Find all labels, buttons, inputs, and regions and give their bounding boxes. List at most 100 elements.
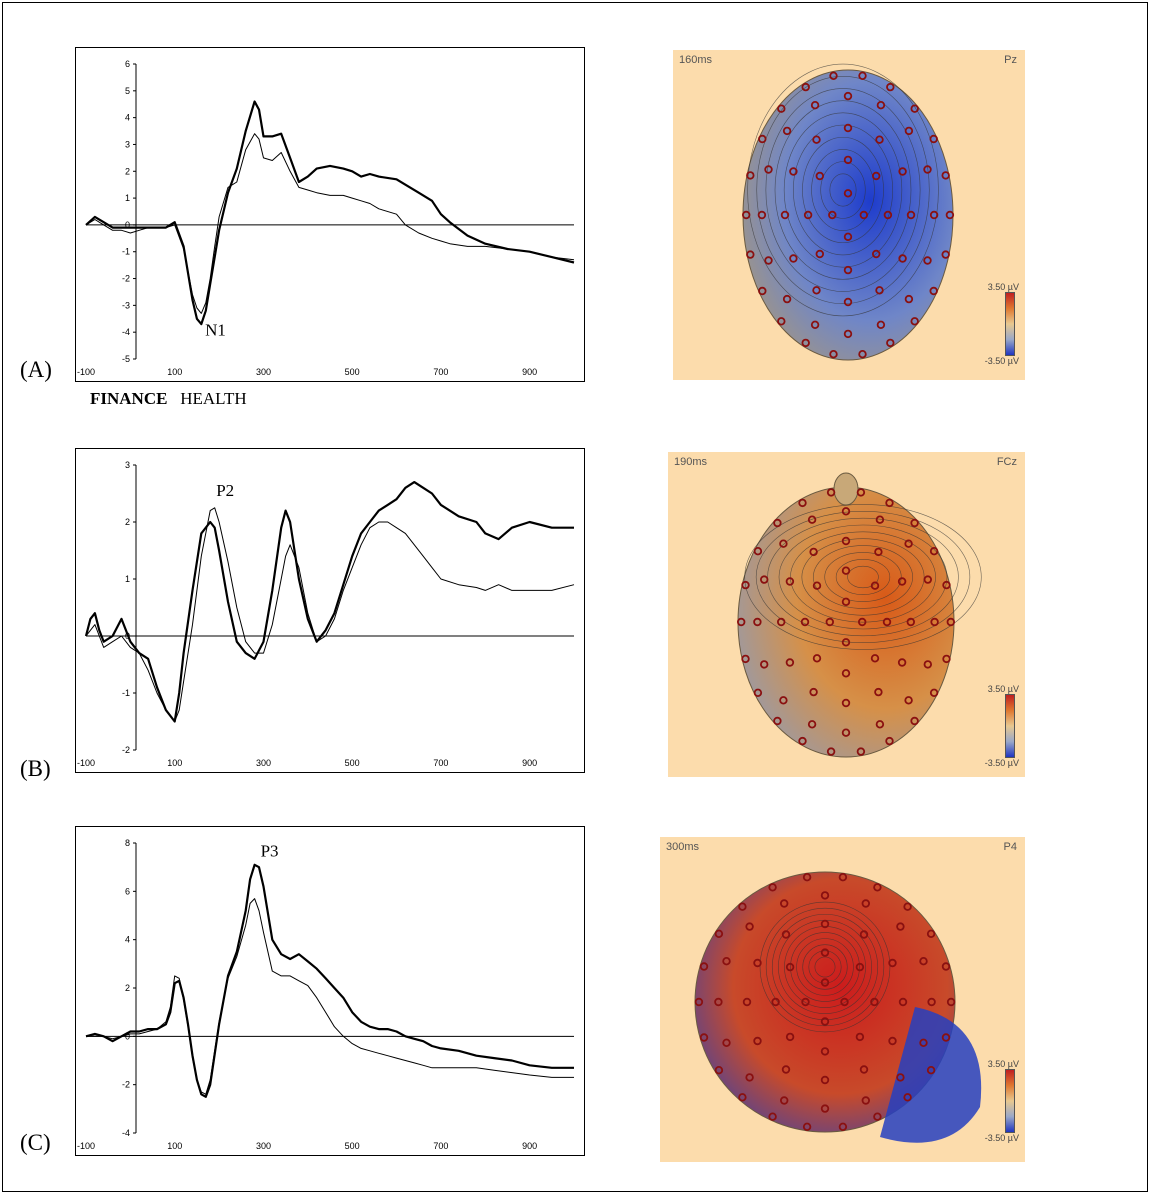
electrode-marker [929, 286, 938, 296]
electrode-marker [841, 536, 851, 546]
electrode-marker [798, 498, 807, 508]
electrode-marker [926, 1065, 936, 1075]
contour-line [765, 88, 921, 292]
erp-plot-b: -2 -1 0 1 2 3 -100 100 300 500 700 900 P2 [75, 448, 585, 773]
x-tick-label: 500 [345, 758, 360, 768]
electrode-marker [874, 687, 883, 697]
contour-line [802, 944, 848, 990]
electrode-marker [855, 1032, 865, 1042]
electrode-marker [941, 250, 950, 259]
electrode-marker [910, 518, 919, 528]
electrode-marker [859, 1065, 869, 1074]
y-tick-label: 1 [125, 574, 130, 584]
electrode-marker [753, 546, 763, 556]
electrode-marker [753, 958, 762, 968]
electrode-marker [753, 688, 763, 697]
electrode-marker [800, 617, 810, 627]
electrode-marker [841, 507, 851, 516]
scale-bar [1005, 292, 1015, 356]
electrode-marker [810, 320, 820, 329]
legend-health: HEALTH [180, 389, 247, 408]
electrode-marker [873, 1112, 882, 1121]
y-tick-label: 2 [125, 166, 130, 176]
contour-line [792, 124, 894, 256]
electrode-marker [781, 930, 791, 939]
electrode-marker [829, 350, 838, 359]
electrode-marker [742, 997, 752, 1007]
electrode-marker [826, 747, 836, 756]
scalp-map-top-view [736, 472, 982, 758]
electrode-marker [942, 580, 951, 590]
electrode-marker [885, 498, 894, 508]
electrode-marker [746, 250, 755, 259]
electrode-marker [789, 254, 798, 263]
y-tick-label: 2 [125, 517, 130, 527]
electrode-marker [801, 82, 810, 92]
electrode-marker [883, 210, 893, 220]
electrode-marker [838, 873, 848, 882]
electrode-marker [875, 135, 884, 144]
electrode-marker [785, 658, 795, 667]
y-tick-label: 4 [125, 113, 130, 123]
contour-line [835, 558, 891, 596]
panel-label-c: (C) [20, 1130, 51, 1155]
map-electrode: FCz [996, 456, 1017, 468]
electrode-marker [825, 617, 834, 627]
x-tick-label: 900 [522, 367, 537, 377]
contour-line [796, 938, 854, 996]
erp-plot-c: -4 -2 0 2 4 6 8 -100 100 300 500 700 900 P3 [75, 826, 585, 1156]
electrode-marker [758, 286, 767, 296]
electrode-marker [780, 210, 790, 220]
map-electrode: Pz [1004, 54, 1017, 66]
electrode-marker [843, 297, 853, 307]
electrode-marker [906, 210, 916, 220]
electrode-marker [773, 518, 782, 528]
electrode-marker [736, 617, 746, 627]
scalp-map-side-view [694, 871, 982, 1143]
electrode-marker [910, 716, 919, 726]
x-tick-label: 100 [167, 367, 182, 377]
electrode-marker [779, 539, 788, 548]
erp-plot-a: -5 -4 -3 -2 -1 0 1 2 3 4 5 6 -100 100 300 500 700 900 N1 [75, 47, 585, 382]
map-electrode: P4 [1003, 841, 1017, 853]
contour-line [847, 565, 879, 589]
electrode-marker [776, 617, 786, 627]
negative-region [880, 1007, 982, 1143]
electrode-marker [843, 91, 853, 101]
electrode-marker [785, 962, 795, 972]
legend-finance: FINANCE [90, 389, 168, 408]
electrode-marker [746, 171, 755, 180]
electrode-marker [782, 294, 792, 304]
electrode-marker [904, 539, 913, 548]
electrode-marker [738, 1093, 747, 1102]
electrode-marker [785, 1032, 795, 1042]
electrode-marker [904, 696, 913, 705]
y-tick-label: -2 [122, 1080, 130, 1090]
electrode-marker [812, 581, 822, 590]
electrode-marker [941, 962, 951, 971]
y-tick-label: 3 [125, 460, 130, 470]
topo-map-pz: 160ms Pz 3.50 µV -3.50 µV [673, 50, 1025, 380]
electrode-marker [779, 899, 789, 908]
electrode-marker [759, 660, 769, 669]
panel-label-a: (A) [20, 357, 52, 382]
contour-line [814, 956, 836, 978]
electrode-marker [779, 1096, 789, 1105]
map-time: 160ms [679, 54, 713, 66]
electrode-marker [841, 597, 851, 606]
health-series-line [86, 898, 574, 1095]
head-shape [742, 69, 954, 361]
x-tick-label: 300 [256, 1141, 271, 1151]
electrode-marker [838, 1122, 848, 1131]
scale-min: -3.50 µV [984, 1133, 1019, 1143]
contour-line [783, 112, 903, 268]
electrode-marker [859, 930, 869, 939]
electrode-marker [882, 617, 892, 627]
electrode-marker [699, 1033, 709, 1042]
y-tick-label: 6 [125, 886, 130, 896]
electrode-marker [810, 101, 820, 110]
electrode-marker [789, 167, 798, 176]
nose [833, 472, 859, 506]
electrode-marker [898, 167, 907, 176]
